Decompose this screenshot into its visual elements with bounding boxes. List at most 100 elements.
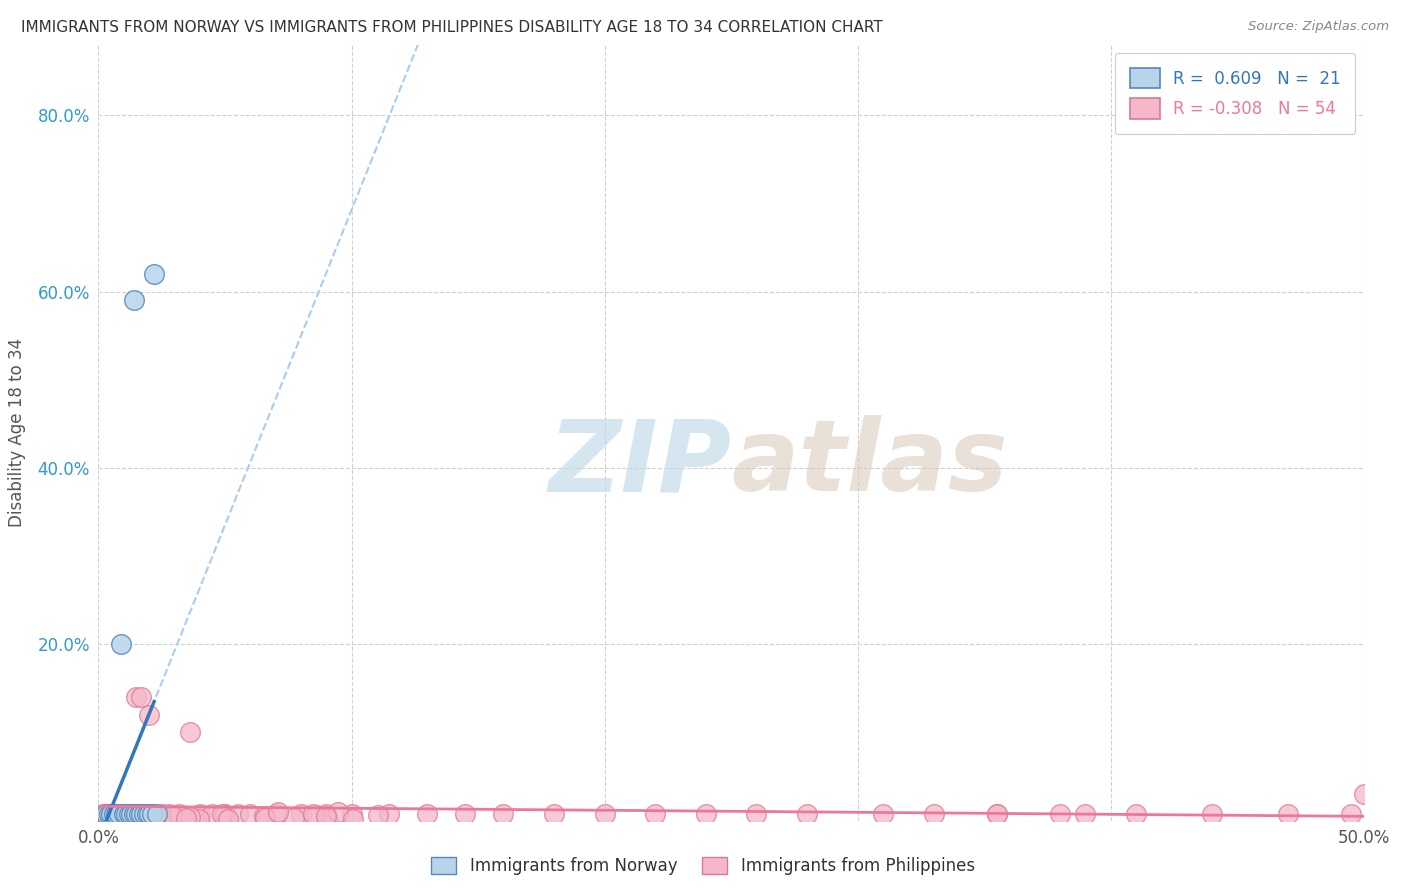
Point [135,806,157,821]
Point [1049,806,1071,821]
Point [117,812,139,826]
Point [188,812,211,826]
Point [138,707,160,722]
Point [211,807,233,822]
Point [125,690,148,705]
Point [328,805,350,820]
Point [94,806,117,821]
Point [107,806,129,821]
Point [97,806,120,821]
Point [367,808,389,822]
Point [132,806,155,821]
Point [138,806,160,821]
Point [110,806,132,821]
Point [105,806,128,821]
Point [112,806,135,821]
Point [107,809,129,823]
Point [492,806,515,821]
Point [179,725,201,739]
Point [105,806,128,821]
Point [128,806,150,821]
Text: atlas: atlas [731,415,1008,512]
Point [107,806,129,821]
Point [239,806,262,821]
Point [644,806,666,821]
Point [283,811,305,825]
Point [112,806,135,821]
Point [135,806,157,821]
Point [100,806,122,821]
Point [93,806,115,821]
Point [986,806,1008,821]
Text: ZIP: ZIP [548,415,731,512]
Point [796,806,818,821]
Point [145,806,167,821]
Point [217,812,239,826]
Point [120,806,142,821]
Point [132,810,155,824]
Point [174,811,197,825]
Point [316,812,339,826]
Point [454,806,477,821]
Point [290,806,312,821]
Point [169,806,191,821]
Point [745,806,768,821]
Point [1277,806,1299,821]
Point [115,806,138,821]
Point [214,806,236,821]
Point [179,810,201,824]
Point [103,806,125,821]
Text: Source: ZipAtlas.com: Source: ZipAtlas.com [1249,20,1389,33]
Point [315,806,337,821]
Point [264,806,287,821]
Point [226,806,249,821]
Point [94,806,117,821]
Point [593,806,616,821]
Point [122,806,145,821]
Point [378,806,401,821]
Point [201,806,224,821]
Point [110,637,132,651]
Point [143,806,166,821]
Point [131,690,153,705]
Point [97,806,120,821]
Legend: R =  0.609   N =  21, R = -0.308   N = 54: R = 0.609 N = 21, R = -0.308 N = 54 [1115,53,1355,134]
Point [143,267,166,281]
Point [188,806,211,821]
Legend: Immigrants from Norway, Immigrants from Philippines: Immigrants from Norway, Immigrants from … [423,849,983,884]
Point [131,806,153,821]
Point [118,806,141,821]
Text: IMMIGRANTS FROM NORWAY VS IMMIGRANTS FROM PHILIPPINES DISABILITY AGE 18 TO 34 CO: IMMIGRANTS FROM NORWAY VS IMMIGRANTS FRO… [21,20,883,35]
Point [1125,806,1147,821]
Point [150,806,173,821]
Point [157,806,180,821]
Point [1074,806,1097,821]
Y-axis label: Disability Age 18 to 34: Disability Age 18 to 34 [8,338,27,527]
Point [162,809,184,823]
Point [100,806,122,821]
Point [128,806,150,821]
Point [115,806,138,821]
Point [340,806,363,821]
Point [1340,806,1362,821]
Point [416,806,439,821]
Point [872,806,894,821]
Point [267,805,290,819]
Point [118,806,141,821]
Point [315,809,337,823]
Point [141,806,163,821]
Point [253,808,276,822]
Point [305,808,328,822]
Point [254,811,277,825]
Point [986,806,1008,821]
Point [302,806,325,821]
Point [695,806,717,821]
Point [125,806,148,821]
Point [342,813,364,827]
Point [122,293,145,308]
Point [543,806,565,821]
Point [122,806,145,821]
Point [922,806,945,821]
Point [1201,806,1223,821]
Point [120,806,142,821]
